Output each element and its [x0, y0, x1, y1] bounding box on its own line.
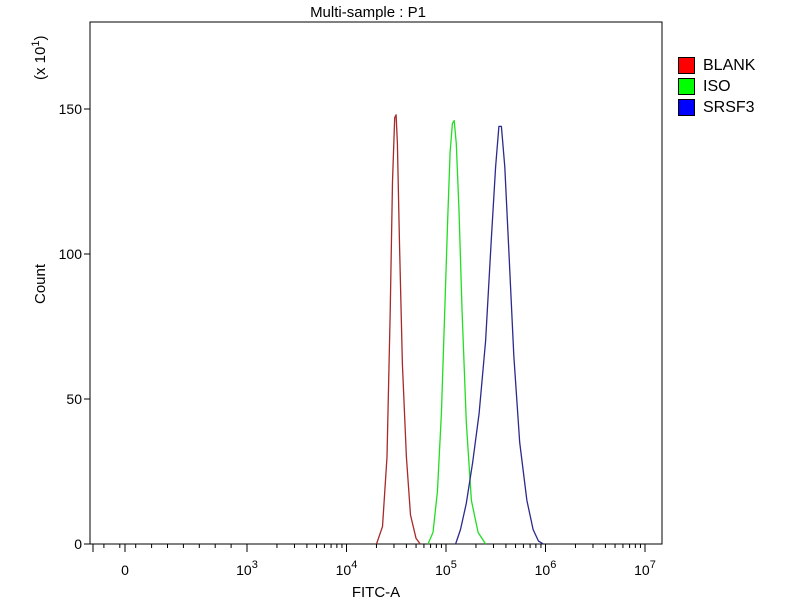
x-axis-label: FITC-A: [352, 584, 400, 600]
legend: BLANK ISO SRSF3: [678, 55, 755, 118]
series-iso-line: [427, 119, 487, 545]
legend-label-srsf3: SRSF3: [703, 98, 755, 116]
x-tick-label: 105: [435, 559, 457, 578]
x-tick-label: 0: [121, 562, 129, 578]
x-tick-label: 106: [535, 559, 557, 578]
legend-item-blank: BLANK: [678, 55, 755, 76]
y-tick-label: 0: [74, 536, 82, 552]
chart-title: Multi-sample : P1: [310, 4, 426, 21]
y-multiplier-exponent: 1: [30, 41, 42, 47]
y-tick-label: 100: [59, 246, 83, 262]
plot-area: [375, 114, 544, 545]
legend-swatch-iso: [678, 78, 695, 95]
x-tick-label: 107: [634, 559, 656, 578]
legend-item-iso: ISO: [678, 76, 755, 97]
x-tick-label: 104: [336, 559, 358, 578]
y-axis-label: Count: [32, 263, 49, 304]
legend-swatch-srsf3: [678, 99, 695, 116]
y-multiplier-label: (x 101): [30, 36, 49, 80]
y-multiplier-prefix: (x 10: [32, 47, 49, 80]
series-srsf3-line: [454, 125, 544, 545]
y-tick-label: 150: [59, 101, 83, 117]
plot-frame: [89, 21, 663, 545]
x-tick-label: 103: [236, 559, 258, 578]
legend-item-srsf3: SRSF3: [678, 97, 755, 118]
y-axis: 0 50 100 150: [59, 101, 90, 552]
x-axis: 0 103 104 105 106 107: [92, 544, 656, 578]
legend-label-iso: ISO: [703, 77, 731, 95]
series-blank-line: [375, 114, 421, 545]
y-multiplier-suffix: ): [32, 36, 49, 41]
y-tick-label: 50: [66, 391, 82, 407]
legend-label-blank: BLANK: [703, 56, 756, 74]
legend-swatch-blank: [678, 57, 695, 74]
